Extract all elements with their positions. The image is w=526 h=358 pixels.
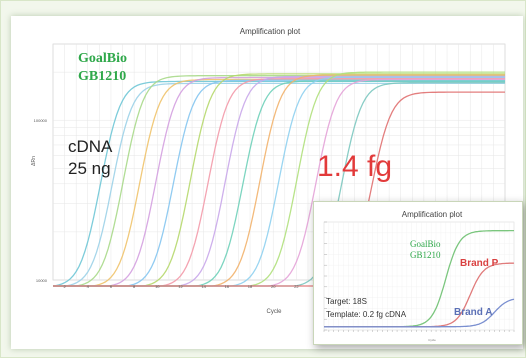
main-x-axis-label: Cycle: [266, 309, 282, 315]
inset-amplification-chart: Amplification plot Cycle GoalBio GB1210 B…: [323, 210, 515, 342]
main-y-tick-label: 10000: [36, 278, 48, 283]
main-x-tick-label: 14: [201, 284, 206, 289]
main-x-tick-label: 6: [110, 284, 113, 289]
inset-grid: [323, 221, 515, 332]
main-series-line: [53, 75, 505, 287]
main-x-tick-label: 10: [155, 284, 160, 289]
main-y-tick-label: 100000: [34, 118, 48, 123]
main-x-tick-label: 20: [271, 284, 276, 289]
main-y-axis-label: ΔRn: [31, 156, 37, 166]
main-x-tick-label: 8: [133, 284, 136, 289]
main-amplification-chart: Amplification plot ΔRn Cycle 2 4 6 8 10 12 14 1…: [31, 27, 508, 315]
main-series-group: [52, 71, 505, 287]
main-x-tick-label: 18: [248, 284, 253, 289]
main-series-line: [53, 91, 505, 287]
low-template-annotation: 1.4 fg: [317, 150, 392, 183]
inset-x-axis-label: Cycle: [428, 338, 436, 342]
brand-a-label: Brand A: [454, 307, 493, 318]
main-x-tick-label: 4: [87, 284, 90, 289]
main-chart-panel: Amplification plot ΔRn Cycle 2 4 6 8 10 12 14 1…: [11, 16, 523, 349]
high-template-annotation: cDNA 25 ng: [68, 137, 113, 178]
main-x-tick-label: 22: [294, 284, 299, 289]
main-x-tick-label: 2: [63, 284, 66, 289]
inset-chart-panel: Amplification plot Cycle GoalBio GB1210 B…: [313, 201, 523, 345]
main-chart-title: Amplification plot: [240, 27, 301, 36]
brand-annotation: GoalBio GB1210: [78, 51, 127, 84]
template-label: Template: 0.2 fg cDNA: [326, 310, 407, 319]
inset-series-group: [324, 229, 515, 328]
target-label: Target: 18S: [326, 297, 367, 306]
inset-brand-annotation: GoalBio GB1210: [410, 239, 441, 260]
main-x-tick-label: 12: [178, 284, 183, 289]
main-series-line: [53, 82, 505, 287]
main-x-tick-label: 16: [225, 284, 230, 289]
inset-chart-title: Amplification plot: [402, 210, 463, 219]
inset-series-line: [324, 298, 515, 328]
brand-p-label: Brand P: [460, 258, 499, 269]
